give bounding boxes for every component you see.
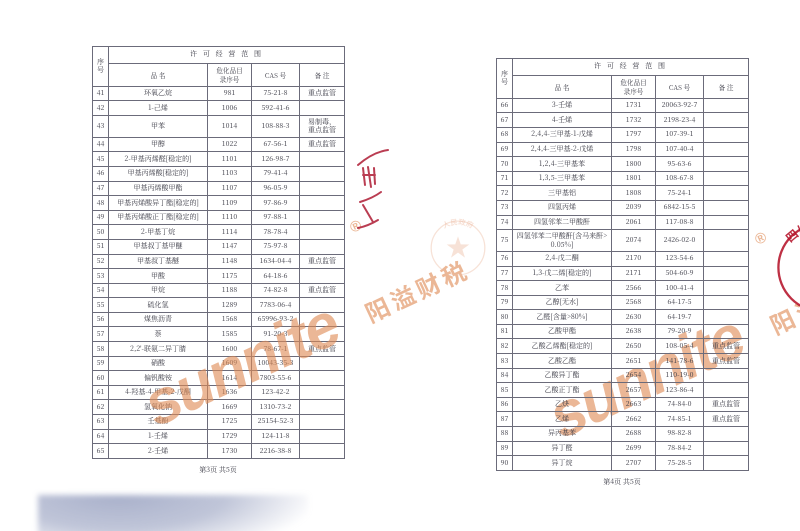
svg-text:人民政府: 人民政府 [441,217,475,231]
